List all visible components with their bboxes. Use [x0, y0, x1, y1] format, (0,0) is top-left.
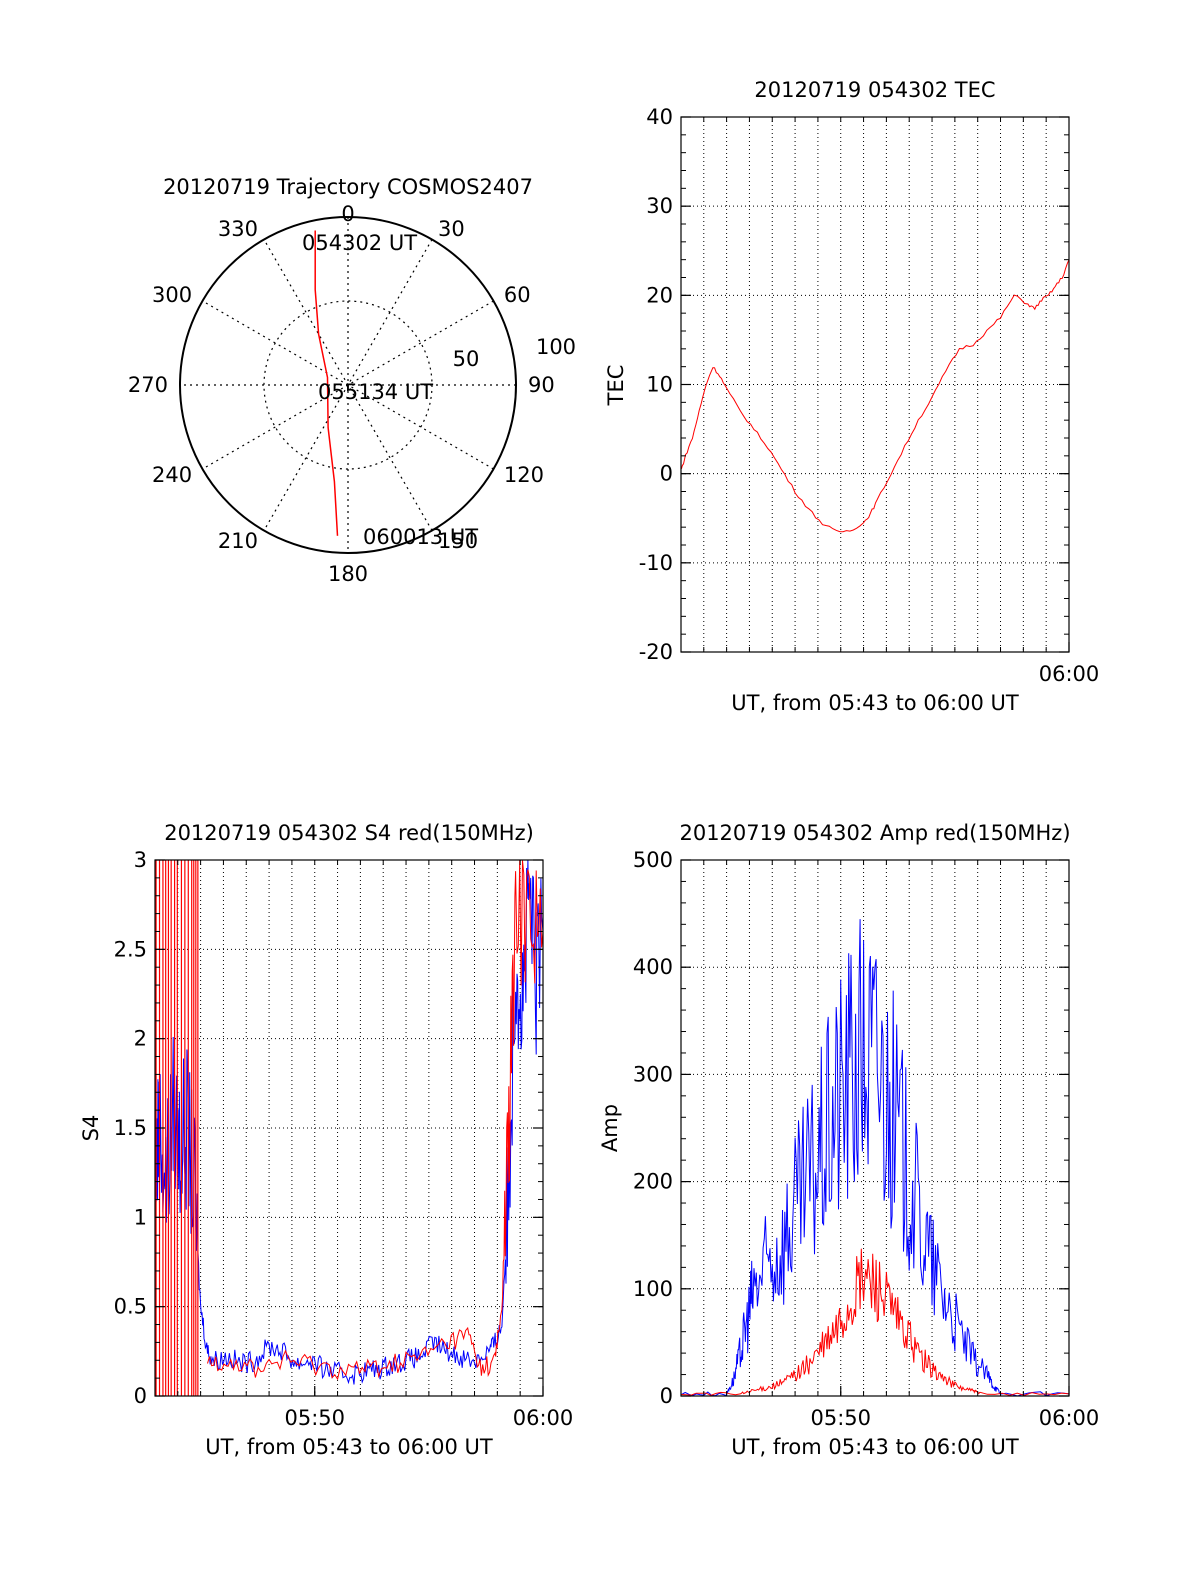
satellite-track: [314, 230, 339, 536]
x-tick-label: 06:00: [1039, 662, 1100, 686]
s4-title: 20120719 054302 S4 red(150MHz): [164, 821, 534, 845]
x-tick-label: 06:00: [513, 1406, 574, 1430]
amp-xlabel: UT, from 05:43 to 06:00 UT: [731, 1435, 1019, 1459]
azimuth-label: 120: [504, 463, 544, 487]
azimuth-label: 30: [438, 217, 465, 241]
y-tick-label: 1: [134, 1205, 147, 1229]
ring-label: 50: [453, 347, 480, 371]
trajectory-title: 20120719 Trajectory COSMOS2407: [163, 175, 533, 199]
amp-ylabel: Amp: [598, 1104, 622, 1152]
azimuth-label: 60: [504, 283, 531, 307]
azimuth-label: 0: [341, 202, 354, 226]
y-tick-label: 200: [633, 1170, 673, 1194]
y-tick-label: 2.5: [114, 937, 147, 961]
series-line-red: [207, 859, 544, 1381]
azimuth-label: 300: [152, 283, 192, 307]
s4-xlabel: UT, from 05:43 to 06:00 UT: [205, 1435, 493, 1459]
y-tick-label: 0: [134, 1384, 147, 1408]
ring-label: 100: [536, 335, 576, 359]
trajectory-polar-plot: 20120719 Trajectory COSMOS2407 0 30 60 90 12…: [128, 175, 576, 586]
tec-xlabel: UT, from 05:43 to 06:00 UT: [731, 691, 1019, 715]
series-line-blue: [154, 859, 544, 1385]
y-tick-label: 400: [633, 955, 673, 979]
y-tick-label: -20: [639, 640, 673, 664]
y-tick-label: 3: [134, 848, 147, 872]
series-line-blue: [681, 919, 1070, 1397]
tec-plot: 20120719 054302 TEC UT, from 05:43 to 06…: [604, 78, 1099, 715]
y-tick-label: 20: [646, 283, 673, 307]
track-start-label: 054302 UT: [302, 231, 417, 255]
y-tick-label: 500: [633, 848, 673, 872]
x-tick-label: 06:00: [1039, 1406, 1100, 1430]
polar-spoke: [263, 239, 433, 531]
track-end-label: 060013 UT: [363, 525, 478, 549]
y-tick-label: 40: [646, 105, 673, 129]
series-line-red: [680, 259, 1070, 533]
plot-frame: [680, 859, 1070, 1397]
y-tick-label: 2: [134, 1027, 147, 1051]
y-tick-label: 0.5: [114, 1295, 147, 1319]
x-tick-label: 05:50: [810, 1406, 871, 1430]
tec-ylabel: TEC: [604, 365, 628, 407]
amp-plot: 20120719 054302 Amp red(150MHz) UT, from…: [598, 821, 1099, 1459]
azimuth-label: 210: [218, 529, 258, 553]
plot-frame: [680, 116, 1070, 653]
y-tick-label: 100: [633, 1277, 673, 1301]
y-tick-label: 0: [660, 462, 673, 486]
azimuth-label: 330: [218, 217, 258, 241]
y-tick-label: 1.5: [114, 1116, 147, 1140]
y-tick-label: 30: [646, 194, 673, 218]
azimuth-label: 240: [152, 463, 192, 487]
y-tick-label: 300: [633, 1062, 673, 1086]
y-tick-label: 0: [660, 1384, 673, 1408]
series-line-red: [681, 1248, 1070, 1396]
x-tick-label: 05:50: [284, 1406, 345, 1430]
s4-ylabel: S4: [79, 1115, 103, 1142]
azimuth-label: 150: [438, 529, 478, 553]
azimuth-label: 180: [328, 562, 368, 586]
track-mid-label: 055134 UT: [318, 380, 433, 404]
y-tick-label: 10: [646, 373, 673, 397]
tec-title: 20120719 054302 TEC: [754, 78, 995, 102]
plot-frame: [154, 859, 544, 1397]
azimuth-label: 270: [128, 373, 168, 397]
y-tick-label: -10: [639, 551, 673, 575]
s4-plot: 20120719 054302 S4 red(150MHz) UT, from …: [79, 821, 573, 1459]
azimuth-label: 90: [528, 373, 555, 397]
amp-title: 20120719 054302 Amp red(150MHz): [679, 821, 1070, 845]
